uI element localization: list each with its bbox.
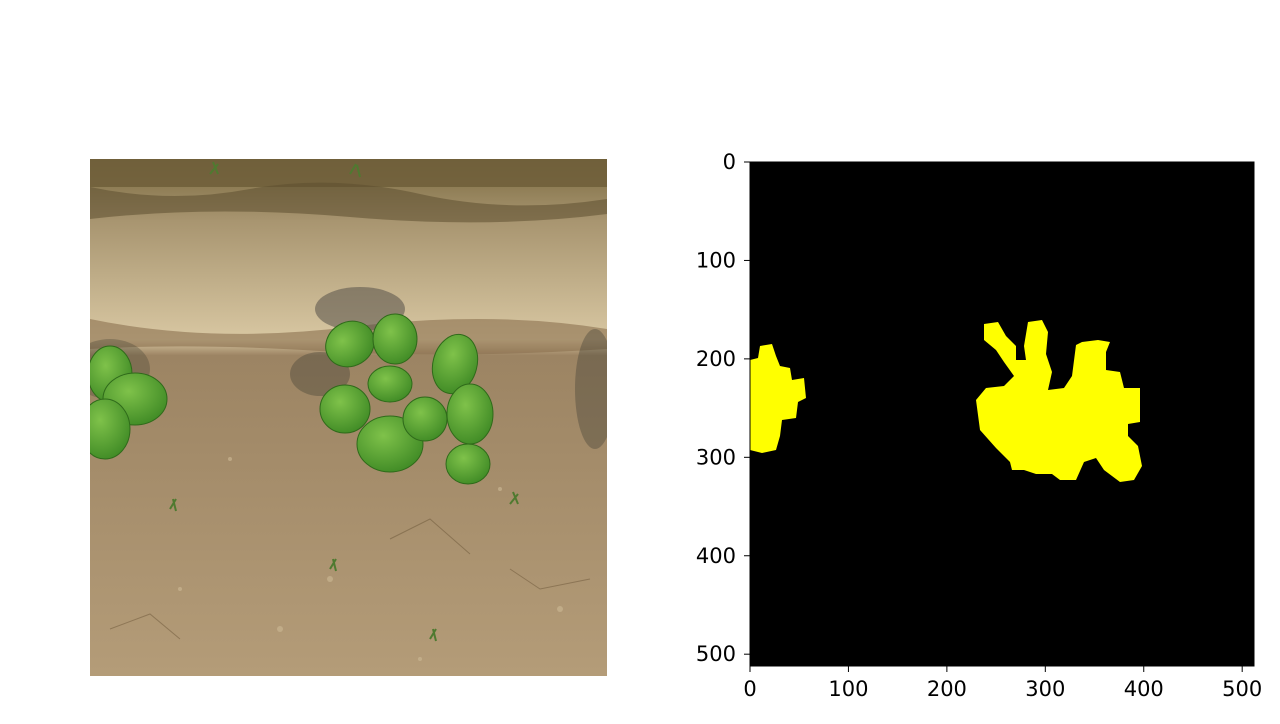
field-photo-drawing bbox=[90, 159, 607, 676]
x-tick-label: 0 bbox=[743, 677, 756, 701]
mask-plot: 0 100 200 300 400 500 0 100 200 300 400 500 bbox=[680, 140, 1280, 720]
y-tick-label: 200 bbox=[696, 347, 736, 371]
mask-plot-svg: 0 100 200 300 400 500 0 100 200 300 400 500 bbox=[696, 150, 1262, 701]
x-tick-label: 400 bbox=[1124, 677, 1164, 701]
y-tick-label: 0 bbox=[723, 150, 736, 174]
x-axis: 0 100 200 300 400 500 bbox=[743, 666, 1262, 701]
field-photo bbox=[90, 159, 607, 676]
y-tick-label: 300 bbox=[696, 445, 736, 469]
x-tick-label: 500 bbox=[1222, 677, 1262, 701]
mask-regions bbox=[750, 320, 1142, 482]
x-tick-label: 100 bbox=[828, 677, 868, 701]
mask-blob-right bbox=[976, 320, 1142, 482]
y-axis: 0 100 200 300 400 500 bbox=[696, 150, 750, 666]
x-tick-label: 300 bbox=[1025, 677, 1065, 701]
x-tick-label: 200 bbox=[927, 677, 967, 701]
y-tick-label: 500 bbox=[696, 642, 736, 666]
y-tick-label: 400 bbox=[696, 544, 736, 568]
mask-blob-left bbox=[750, 344, 806, 453]
y-tick-label: 100 bbox=[696, 248, 736, 272]
axes-frame bbox=[749, 161, 1255, 667]
